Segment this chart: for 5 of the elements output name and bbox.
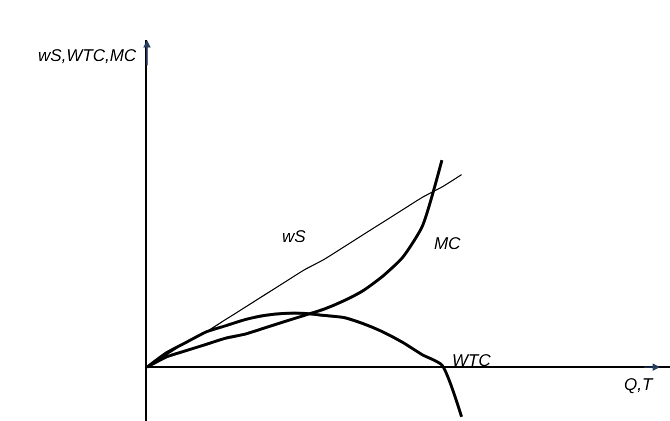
series-label: MC <box>434 234 462 253</box>
series-label: WTC <box>452 351 492 370</box>
text: Q,T <box>624 375 654 394</box>
series-label: wS <box>282 227 306 246</box>
text: wS,WTC,MC <box>38 46 137 65</box>
